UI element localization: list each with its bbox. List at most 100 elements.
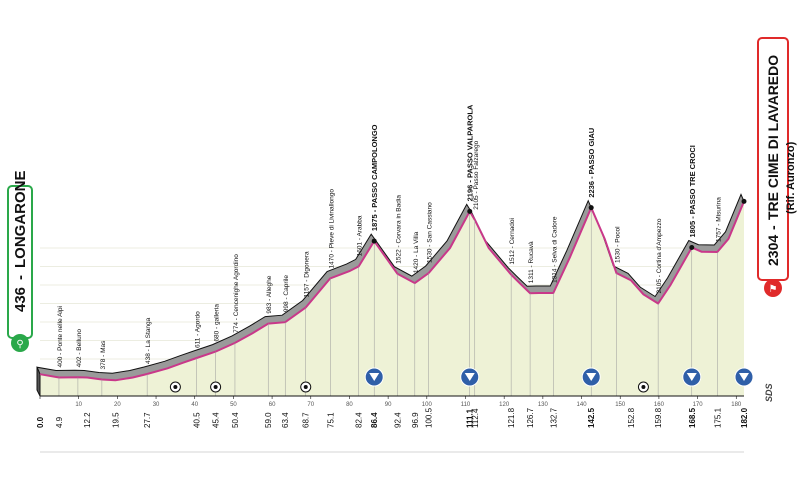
x-tick-label: 30 <box>153 402 160 408</box>
location-label: 1601 - Arabba <box>357 215 364 256</box>
climb-marker-icon <box>460 208 480 387</box>
x-tick-label: 160 <box>654 402 665 408</box>
km-label: 45.4 <box>212 412 221 428</box>
location-label: 1757 - Misurina <box>715 197 722 242</box>
location-label: 1311 - Rucavà <box>528 241 535 283</box>
bike-icon <box>11 334 29 352</box>
km-label: 168.5 <box>688 407 697 428</box>
location-label: 2105 - Cortina d'Ampezzo <box>656 218 663 293</box>
x-tick-label: 110 <box>461 402 471 408</box>
km-label: 92.4 <box>393 412 402 428</box>
location-label: 1522 - Corvara in Badia <box>395 195 402 264</box>
km-label: 4.9 <box>55 416 64 428</box>
km-label: 82.4 <box>355 412 364 428</box>
km-label: 142.5 <box>587 407 596 428</box>
climb-marker-icon <box>734 198 754 387</box>
km-label: 27.7 <box>143 412 152 428</box>
x-tick-label: 90 <box>385 402 392 408</box>
x-tick-label: 80 <box>346 402 353 408</box>
km-label: 0.0 <box>36 416 45 428</box>
climb-label: 1875 - PASSO CAMPOLONGO <box>370 124 379 231</box>
km-label: 182.0 <box>740 407 749 428</box>
km-label: 100.5 <box>425 407 434 428</box>
km-label: 50.4 <box>231 412 240 428</box>
km-label: 75.1 <box>326 412 335 428</box>
chart-markers <box>169 198 754 393</box>
location-label: 378 - Mas <box>100 340 107 370</box>
location-label: 1530 - Pocol <box>614 226 621 263</box>
finish-name: TRE CIME DI LAVAREDO <box>765 55 781 220</box>
km-label: 132.7 <box>549 407 558 428</box>
km-label: 19.5 <box>111 412 120 428</box>
km-label: 159.8 <box>654 407 663 428</box>
start-separator: - <box>12 275 29 280</box>
location-label: 2105 - Passo Falzarego <box>473 140 480 209</box>
x-tick-label: 40 <box>191 402 198 408</box>
km-label: 112.4 <box>471 408 480 428</box>
km-label: 59.0 <box>264 412 273 428</box>
start-altitude: 436 <box>12 287 29 312</box>
tunnel-marker-icon <box>169 381 181 393</box>
location-label: 1420 - La Villa <box>413 231 420 273</box>
finish-subname: (Rif. Auronzo) <box>785 141 797 214</box>
x-tick-label: 70 <box>307 402 314 408</box>
finish-separator: - <box>765 225 781 230</box>
location-label: 611 - Agordo <box>195 311 202 348</box>
chart-x-axis: 10 20 30 40 50 60 70 80 90 100 110 120 130 140 150 160 1… <box>36 395 749 453</box>
x-tick-label: 100 <box>422 402 433 408</box>
route-line <box>39 201 745 382</box>
finish-glyph-icon: ⚑ <box>769 284 778 295</box>
climb-label: 1805 - PASSO TRE CROCI <box>688 145 697 237</box>
km-label: 68.7 <box>302 412 311 428</box>
chart-locations: 400 - Ponte nelle Alpi 402 - Belluno 378 -… <box>57 104 722 396</box>
climb-marker-icon <box>364 238 384 387</box>
tunnel-marker-icon <box>210 381 222 393</box>
location-label: 1512 - Cernadoi <box>509 218 516 265</box>
finish-flag-icon <box>764 279 782 297</box>
x-tick-label: 20 <box>114 402 121 408</box>
tunnel-marker-icon <box>300 381 312 393</box>
climb-marker-icon <box>581 205 601 387</box>
x-tick-label: 140 <box>577 402 588 408</box>
x-tick-label: 180 <box>731 402 742 408</box>
km-label: 86.4 <box>370 412 379 428</box>
x-tick-label: 10 <box>75 402 82 408</box>
start-badge: 436 - LONGARONE ⚲ <box>7 171 33 352</box>
km-label: 12.2 <box>83 412 92 428</box>
location-label: 402 - Belluno <box>76 329 83 368</box>
km-label: 121.8 <box>507 407 516 428</box>
x-tick-label: 170 <box>693 402 704 408</box>
chart-profile <box>36 193 745 397</box>
location-label: 1470 - Pieve di Livinallongo <box>328 189 335 269</box>
location-label: 983 - Alleghe <box>266 275 273 313</box>
climb-label: 2196 - PASSO VALPAROLA <box>466 104 475 201</box>
km-label: 40.5 <box>193 412 202 428</box>
profile-area <box>40 201 744 396</box>
location-label: 400 - Ponte nelle Alpi <box>57 306 64 367</box>
tunnel-marker-icon <box>637 381 649 393</box>
x-tick-label: 150 <box>615 402 626 408</box>
location-label: 1157 - Digonera <box>304 251 311 298</box>
km-label: 63.4 <box>281 412 290 428</box>
location-label: 438 - La Stanga <box>145 317 152 364</box>
x-tick-label: 120 <box>499 402 510 408</box>
location-label: 680 - galleria <box>214 304 221 342</box>
x-tick-label: 130 <box>538 402 549 408</box>
km-label: 152.8 <box>627 407 636 428</box>
km-label: 126.7 <box>526 407 535 428</box>
climb-label: 2236 - PASSO GIAU <box>587 128 596 198</box>
bike-glyph-icon: ⚲ <box>16 339 23 350</box>
x-tick-label: 50 <box>230 402 237 408</box>
km-label: 175.1 <box>713 407 722 428</box>
sds-label: SDS <box>764 383 774 402</box>
location-label: 1530 - San Cassiano <box>427 202 434 263</box>
location-label: 774 - Cencenighe Agordino <box>233 254 240 333</box>
x-tick-label: 60 <box>269 402 276 408</box>
profile-start-wall <box>36 366 41 397</box>
climb-marker-icon <box>682 245 702 387</box>
finish-altitude: 2304 <box>765 235 781 266</box>
location-label: 998 - Caprile <box>283 275 290 313</box>
start-name: LONGARONE <box>12 171 29 269</box>
km-label: 111.1 <box>466 408 475 428</box>
